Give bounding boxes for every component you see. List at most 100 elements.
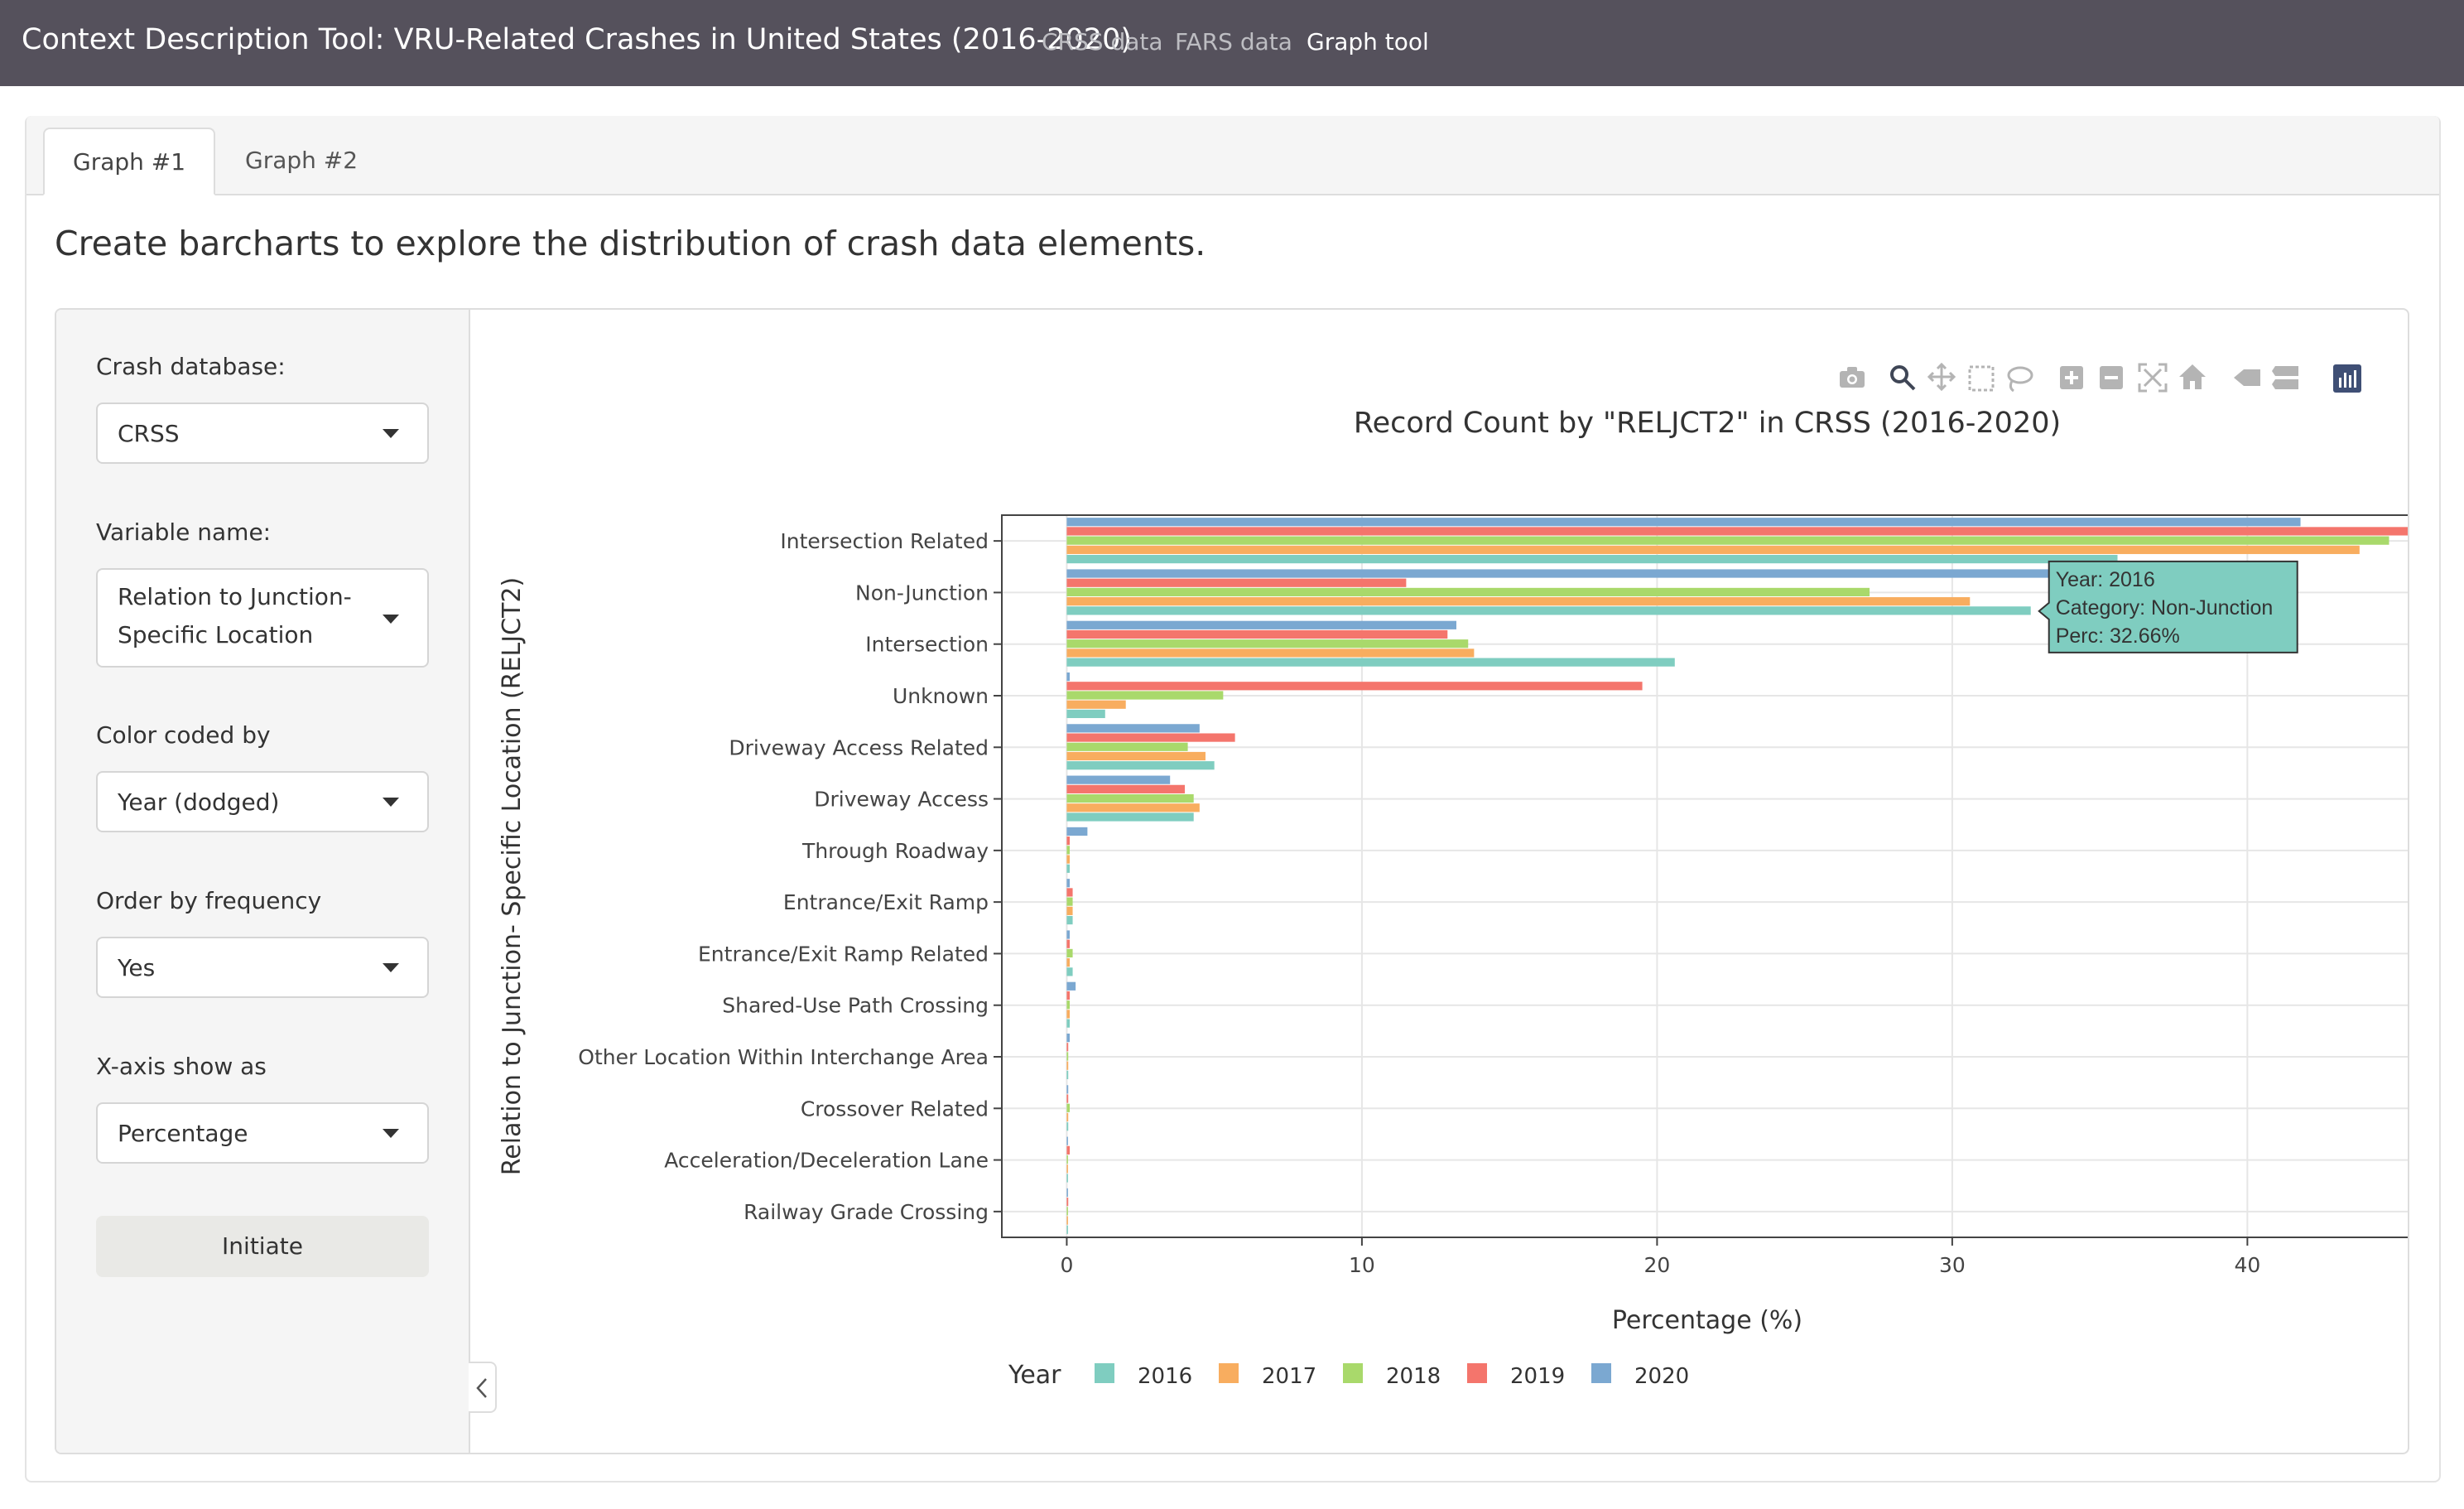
bar-non-junction-2019[interactable] [1066, 578, 1407, 587]
bar-through-roadway-2018[interactable] [1066, 846, 1070, 855]
bar-railway-grade-crossing-2020[interactable] [1066, 1188, 1068, 1198]
initiate-button[interactable]: Initiate [96, 1216, 429, 1277]
bar-shared-use-path-crossing-2016[interactable] [1066, 1019, 1070, 1028]
bar-through-roadway-2017[interactable] [1066, 855, 1070, 864]
bar-railway-grade-crossing-2018[interactable] [1066, 1207, 1068, 1216]
camera-icon[interactable] [1840, 367, 1865, 388]
bar-through-roadway-2020[interactable] [1066, 827, 1088, 836]
variable-name-select[interactable]: Relation to Junction- Specific Location [96, 568, 429, 668]
bar-unknown-2016[interactable] [1066, 709, 1105, 719]
bar-crossover-related-2016[interactable] [1066, 1122, 1069, 1131]
bar-unknown-2020[interactable] [1066, 672, 1070, 682]
legend-swatch-2019[interactable] [1467, 1363, 1487, 1383]
bar-intersection-related-2020[interactable] [1066, 518, 2301, 527]
legend-label-2020[interactable]: 2020 [1634, 1364, 1689, 1389]
bar-through-roadway-2019[interactable] [1066, 836, 1070, 846]
plotly-logo-icon[interactable] [2333, 364, 2361, 393]
bar-unknown-2018[interactable] [1066, 691, 1224, 700]
bar-non-junction-2016[interactable] [1066, 606, 2031, 615]
bar-through-roadway-2016[interactable] [1066, 864, 1070, 873]
bar-railway-grade-crossing-2016[interactable] [1066, 1225, 1068, 1234]
zoom-in-icon[interactable] [2060, 366, 2083, 389]
legend-swatch-2020[interactable] [1591, 1363, 1611, 1383]
bar-entrance-exit-ramp-related-2020[interactable] [1066, 930, 1070, 939]
zoom-out-icon[interactable] [2100, 366, 2123, 389]
bar-other-location-within-interchange-area-2019[interactable] [1066, 1043, 1069, 1052]
bar-non-junction-2020[interactable] [1066, 569, 2124, 578]
bar-driveway-access-related-2017[interactable] [1066, 751, 1206, 761]
bar-driveway-access-2018[interactable] [1066, 793, 1194, 803]
bar-driveway-access-related-2018[interactable] [1066, 742, 1188, 751]
order-by-frequency-select[interactable]: Yes [96, 937, 429, 998]
bar-driveway-access-2017[interactable] [1066, 803, 1200, 812]
x-axis-show-as-select[interactable]: Percentage [96, 1102, 429, 1164]
bar-driveway-access-related-2020[interactable] [1066, 724, 1200, 733]
bar-entrance-exit-ramp-2018[interactable] [1066, 897, 1073, 906]
pan-icon[interactable] [1927, 362, 1956, 392]
bar-crossover-related-2020[interactable] [1066, 1085, 1069, 1094]
tab-graph-2[interactable]: Graph #2 [245, 147, 359, 174]
bar-intersection-2019[interactable] [1066, 629, 1448, 639]
bar-shared-use-path-crossing-2017[interactable] [1066, 1010, 1070, 1019]
bar-driveway-access-related-2019[interactable] [1066, 733, 1235, 742]
bar-driveway-access-related-2016[interactable] [1066, 761, 1215, 770]
color-coded-by-select[interactable]: Year (dodged) [96, 771, 429, 832]
bar-other-location-within-interchange-area-2016[interactable] [1066, 1070, 1069, 1080]
bar-railway-grade-crossing-2019[interactable] [1066, 1198, 1069, 1207]
bar-other-location-within-interchange-area-2018[interactable] [1066, 1052, 1069, 1061]
lasso-icon[interactable] [2007, 366, 2033, 393]
bar-driveway-access-2016[interactable] [1066, 812, 1194, 822]
bar-intersection-2020[interactable] [1066, 620, 1456, 629]
bar-intersection-related-2019[interactable] [1066, 527, 2409, 536]
bar-other-location-within-interchange-area-2020[interactable] [1066, 1033, 1070, 1043]
bar-intersection-2018[interactable] [1066, 639, 1469, 648]
bar-entrance-exit-ramp-2020[interactable] [1066, 879, 1070, 888]
legend-label-2019[interactable]: 2019 [1510, 1364, 1565, 1389]
bar-crossover-related-2019[interactable] [1066, 1094, 1069, 1103]
bar-entrance-exit-ramp-related-2016[interactable] [1066, 967, 1073, 976]
legend-swatch-2018[interactable] [1343, 1363, 1363, 1383]
bar-entrance-exit-ramp-2019[interactable] [1066, 888, 1073, 897]
zoom-icon[interactable] [1890, 365, 1916, 391]
bar-shared-use-path-crossing-2019[interactable] [1066, 991, 1070, 1000]
bar-unknown-2017[interactable] [1066, 700, 1126, 709]
bar-unknown-2019[interactable] [1066, 682, 1643, 691]
crash-database-select[interactable]: CRSS [96, 403, 429, 464]
box-select-icon[interactable] [1968, 365, 1995, 392]
bar-intersection-related-2017[interactable] [1066, 545, 2360, 554]
bar-entrance-exit-ramp-2016[interactable] [1066, 915, 1073, 925]
bar-acceleration-deceleration-lane-2019[interactable] [1066, 1145, 1070, 1155]
bar-intersection-related-2018[interactable] [1066, 536, 2389, 545]
bar-acceleration-deceleration-lane-2020[interactable] [1066, 1136, 1068, 1145]
nav-link-fars-data[interactable]: FARS data [1175, 28, 1292, 55]
bar-intersection-related-2016[interactable] [1066, 554, 2118, 564]
bar-shared-use-path-crossing-2018[interactable] [1066, 1000, 1070, 1010]
bar-driveway-access-2019[interactable] [1066, 784, 1186, 793]
bar-entrance-exit-ramp-related-2019[interactable] [1066, 939, 1070, 948]
bar-railway-grade-crossing-2017[interactable] [1066, 1216, 1068, 1225]
bar-intersection-2016[interactable] [1066, 658, 1675, 667]
bar-crossover-related-2018[interactable] [1066, 1103, 1070, 1112]
autoscale-icon[interactable] [2138, 363, 2168, 393]
reset-axes-icon[interactable] [2179, 364, 2206, 389]
bar-crossover-related-2017[interactable] [1066, 1112, 1069, 1122]
collapse-sidebar-button[interactable] [469, 1362, 497, 1413]
legend-swatch-2017[interactable] [1219, 1363, 1239, 1383]
bar-acceleration-deceleration-lane-2018[interactable] [1066, 1155, 1068, 1164]
tab-graph-1[interactable]: Graph #1 [43, 128, 216, 195]
bar-entrance-exit-ramp-related-2017[interactable] [1066, 958, 1070, 967]
bar-shared-use-path-crossing-2020[interactable] [1066, 981, 1076, 991]
bar-non-junction-2017[interactable] [1066, 597, 1971, 606]
legend-swatch-2016[interactable] [1095, 1363, 1114, 1383]
hover-closest-icon[interactable] [2234, 369, 2260, 386]
nav-link-graph-tool[interactable]: Graph tool [1307, 28, 1429, 55]
bar-intersection-2017[interactable] [1066, 648, 1475, 658]
bar-driveway-access-2020[interactable] [1066, 775, 1171, 784]
legend-label-2016[interactable]: 2016 [1138, 1364, 1192, 1389]
bar-acceleration-deceleration-lane-2016[interactable] [1066, 1174, 1068, 1183]
nav-link-crss-data[interactable]: CRSS data [1042, 28, 1163, 55]
bar-acceleration-deceleration-lane-2017[interactable] [1066, 1164, 1068, 1174]
legend-label-2017[interactable]: 2017 [1262, 1364, 1316, 1389]
bar-entrance-exit-ramp-2017[interactable] [1066, 906, 1073, 915]
hover-compare-icon[interactable] [2272, 366, 2298, 389]
